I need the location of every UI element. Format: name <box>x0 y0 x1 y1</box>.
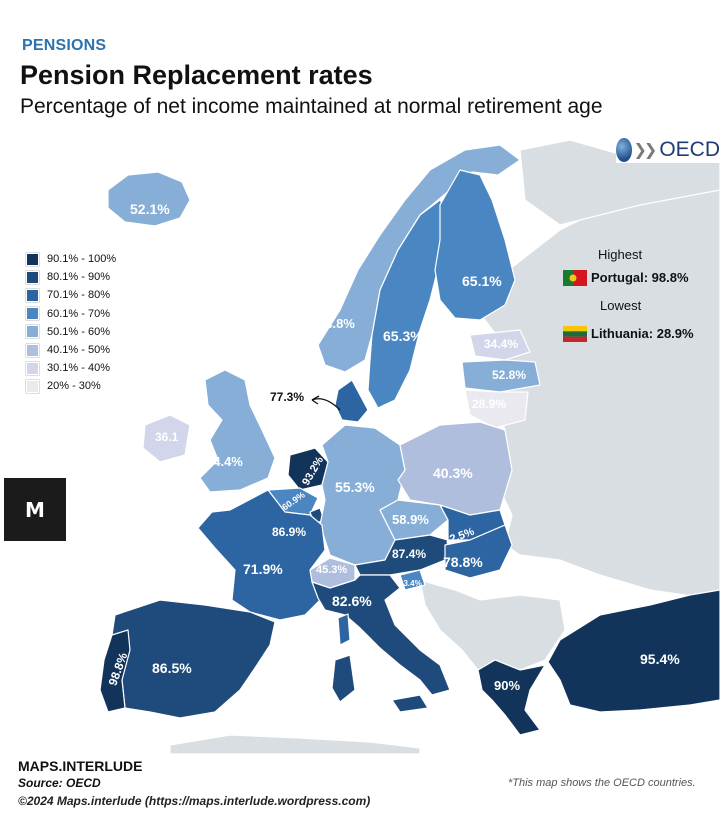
slovenia <box>399 569 426 591</box>
norway <box>317 144 521 373</box>
label-italy: 82.6% <box>332 593 372 609</box>
lithuania-flag-icon <box>563 326 587 342</box>
label-finland: 65.1% <box>462 273 502 289</box>
finland <box>434 169 516 321</box>
label-latvia: 52.8% <box>492 368 526 382</box>
label-turkey: 95.4% <box>640 651 680 667</box>
legend-swatch <box>26 325 39 339</box>
label-iceland: 52.1% <box>130 201 170 217</box>
denmark <box>334 379 369 423</box>
legend-swatch <box>26 252 39 266</box>
label-greece: 90% <box>494 678 520 693</box>
legend-label: 50.1% - 60% <box>47 325 110 338</box>
turkey <box>547 589 720 713</box>
label-uk: 54.4% <box>206 454 243 469</box>
map-subtitle: Percentage of net income maintained at n… <box>20 95 603 118</box>
label-spain: 86.5% <box>152 660 192 676</box>
portugal-flag-icon <box>563 270 587 286</box>
legend-swatch <box>26 288 39 302</box>
label-czechia: 58.9% <box>392 512 429 527</box>
legend-swatch <box>26 343 39 357</box>
label-poland: 40.3% <box>433 465 473 481</box>
europe-map: 52.1% 54.8% 65.3% 65.1% 34.4% 52.8% 28.9… <box>99 139 720 754</box>
label-lithuania: 28.9% <box>472 397 506 411</box>
map-legend: 90.1% - 100% 80.1% - 90% 70.1% - 80% 60.… <box>26 250 116 396</box>
non-oecd-land-africa <box>169 734 421 754</box>
footer-source: Source: OECD <box>18 776 101 790</box>
legend-label: 80.1% - 90% <box>47 271 110 284</box>
chevrons-icon: ❯❯ <box>633 142 658 159</box>
oecd-logo-text: OECD <box>659 138 720 161</box>
label-slovenia: 63.4% <box>399 579 422 588</box>
watermark-letter: M <box>25 497 45 522</box>
maps-interlude-watermark: M <box>4 478 66 541</box>
greece <box>477 659 546 736</box>
section-kicker: PENSIONS <box>22 37 107 54</box>
legend-item: 50.1% - 60% <box>26 323 116 341</box>
sardinia <box>331 654 356 703</box>
map-title: Pension Replacement rates <box>20 60 373 90</box>
ireland <box>142 414 191 463</box>
legend-item: 30.1% - 40% <box>26 359 116 377</box>
legend-label: 70.1% - 80% <box>47 289 110 302</box>
label-france: 71.9% <box>243 561 283 577</box>
legend-label: 90.1% - 100% <box>47 253 117 266</box>
footer-note: *This map shows the OECD countries. <box>508 777 696 789</box>
highest-heading: Highest <box>598 247 643 262</box>
united-kingdom <box>199 369 276 493</box>
portugal <box>99 629 131 713</box>
label-hungary: 78.8% <box>443 554 483 570</box>
france <box>197 489 326 621</box>
label-switzerland: 45.3% <box>316 564 347 576</box>
label-denmark: 77.3% <box>270 390 304 404</box>
sweden <box>367 199 453 409</box>
legend-swatch <box>26 270 39 284</box>
legend-swatch <box>26 307 39 321</box>
latvia <box>461 359 541 393</box>
legend-swatch <box>26 361 39 375</box>
non-oecd-land-balkans <box>419 579 566 671</box>
legend-item: 90.1% - 100% <box>26 250 116 268</box>
label-norway: 54.8% <box>318 316 355 331</box>
label-germany: 55.3% <box>335 479 375 495</box>
denmark-arrowhead <box>311 395 320 405</box>
corsica <box>337 613 351 646</box>
legend-item: 80.1% - 90% <box>26 268 116 286</box>
legend-label: 40.1% - 50% <box>47 344 110 357</box>
oecd-globe-icon <box>616 138 632 162</box>
hungary <box>444 524 513 579</box>
estonia <box>469 329 531 361</box>
legend-item: 60.1% - 70% <box>26 305 116 323</box>
iceland <box>107 171 191 227</box>
label-luxembourg: 86.9% <box>272 525 306 539</box>
legend-label: 20% - 30% <box>47 380 101 393</box>
footer-copyright: ©2024 Maps.interlude (https://maps.inter… <box>18 794 371 808</box>
legend-label: 60.1% - 70% <box>47 307 110 320</box>
lowest-value: Lithuania: 28.9% <box>591 326 694 341</box>
label-sweden: 65.3% <box>383 328 423 344</box>
label-austria: 87.4% <box>392 547 426 561</box>
sicily <box>391 694 429 713</box>
footer-brand: MAPS.INTERLUDE <box>18 758 143 774</box>
lithuania <box>464 389 529 429</box>
legend-item: 20% - 30% <box>26 377 116 395</box>
label-estonia: 34.4% <box>484 337 518 351</box>
germany <box>319 424 406 566</box>
spain <box>111 599 276 719</box>
highest-value: Portugal: 98.8% <box>591 270 689 285</box>
lowest-heading: Lowest <box>600 298 642 313</box>
label-ireland: 36.1 <box>155 430 179 444</box>
oecd-logo: ❯❯ OECD <box>616 137 720 163</box>
legend-swatch <box>26 379 39 393</box>
legend-label: 30.1% - 40% <box>47 362 110 375</box>
legend-item: 40.1% - 50% <box>26 341 116 359</box>
legend-item: 70.1% - 80% <box>26 286 116 304</box>
